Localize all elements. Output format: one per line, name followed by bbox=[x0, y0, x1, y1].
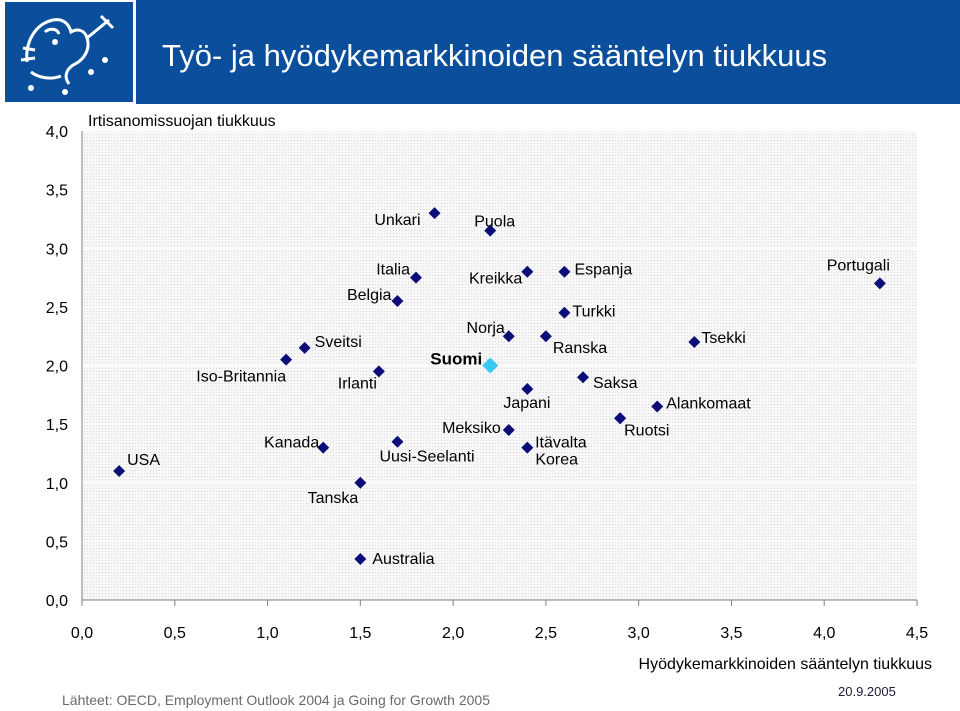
point-label-korea: Korea bbox=[535, 452, 578, 469]
x-tick-label: 0,0 bbox=[71, 625, 93, 642]
point-label-espanja: Espanja bbox=[574, 262, 632, 279]
point-label-ranska: Ranska bbox=[553, 340, 607, 357]
point-australia bbox=[354, 552, 367, 565]
y-tick-label: 2,0 bbox=[46, 359, 68, 376]
x-tick-label: 4,5 bbox=[906, 625, 928, 642]
point-italia bbox=[410, 271, 422, 284]
point-meksiko bbox=[502, 423, 515, 436]
point-turkki bbox=[558, 306, 571, 319]
point-label-suomi: Suomi bbox=[430, 350, 482, 369]
date-label: 20.9.2005 bbox=[838, 684, 896, 699]
point-suomi bbox=[482, 357, 499, 374]
point-label-puola: Puola bbox=[474, 214, 515, 231]
y-axis-label: Irtisanomissuojan tiukkuus bbox=[88, 113, 276, 130]
point-tsekki bbox=[688, 336, 701, 349]
x-tick-label: 4,0 bbox=[813, 625, 835, 642]
y-tick-label: 1,5 bbox=[46, 417, 68, 434]
header: Työ- ja hyödykemarkkinoiden sääntelyn ti… bbox=[0, 0, 960, 104]
point-sveitsi bbox=[298, 341, 311, 354]
point-label-belgia: Belgia bbox=[347, 287, 392, 304]
point-kanada bbox=[317, 441, 330, 454]
point-korea bbox=[521, 441, 534, 454]
point-ranska bbox=[539, 330, 552, 343]
y-tick-label: 2,5 bbox=[46, 300, 68, 317]
point-tanska bbox=[354, 476, 367, 489]
point-label-norja: Norja bbox=[467, 320, 505, 337]
title-band: Työ- ja hyödykemarkkinoiden sääntelyn ti… bbox=[136, 0, 960, 104]
point-saksa bbox=[577, 371, 589, 384]
point-label-meksiko: Meksiko bbox=[442, 420, 501, 437]
point-label-italia: Italia bbox=[376, 262, 410, 279]
point-kreikka bbox=[521, 265, 534, 278]
point-label-uusi-seelanti: Uusi-Seelanti bbox=[379, 449, 474, 466]
point-espanja bbox=[558, 265, 571, 278]
point-usa bbox=[113, 465, 126, 478]
y-tick-label: 1,0 bbox=[46, 476, 68, 493]
point-label-alankomaat: Alankomaat bbox=[666, 396, 751, 413]
data-points bbox=[113, 207, 886, 565]
point-label-kanada: Kanada bbox=[264, 435, 319, 452]
point-label-turkki: Turkki bbox=[572, 304, 615, 321]
page-title: Työ- ja hyödykemarkkinoiden sääntelyn ti… bbox=[162, 38, 828, 73]
x-tick-label: 1,0 bbox=[256, 625, 278, 642]
point-label-portugali: Portugali bbox=[827, 257, 890, 274]
point-ruotsi bbox=[614, 412, 627, 425]
point-labels: USA Kanada Tanska Uusi-Seelanti Iso-Britanni… bbox=[127, 212, 890, 568]
point-belgia bbox=[391, 295, 404, 308]
x-tick-label: 3,5 bbox=[720, 625, 742, 642]
scatter-chart: 0,0 0,5 1,0 1,5 2,0 2,5 3,0 3,5 4,0 0,0 0,5 1,0 1,5 2… bbox=[46, 113, 932, 673]
point-unkari bbox=[428, 207, 441, 220]
point-uusi-seelanti bbox=[391, 435, 404, 448]
x-tick-label: 0,5 bbox=[164, 625, 186, 642]
point-norja bbox=[502, 330, 515, 343]
x-tick-label: 2,0 bbox=[442, 625, 464, 642]
point-label-australia: Australia bbox=[372, 551, 434, 568]
point-label-usa: USA bbox=[127, 452, 160, 469]
y-tick-label: 3,0 bbox=[46, 241, 68, 258]
point-label-sveitsi: Sveitsi bbox=[315, 334, 362, 351]
source-note: Lähteet: OECD, Employment Outlook 2004 j… bbox=[62, 692, 491, 708]
point-japani bbox=[521, 382, 534, 395]
x-tick-label: 1,5 bbox=[349, 625, 371, 642]
point-alankomaat bbox=[651, 400, 664, 413]
point-label-irlanti: Irlanti bbox=[338, 375, 377, 392]
x-tick-label: 2,5 bbox=[535, 625, 557, 642]
logo-box bbox=[5, 2, 133, 102]
point-puola bbox=[484, 224, 497, 237]
axes: 0,0 0,5 1,0 1,5 2,0 2,5 3,0 3,5 4,0 0,0 0,5 1,0 1,5 2… bbox=[46, 124, 928, 642]
point-label-japani: Japani bbox=[503, 395, 550, 412]
point-portugali bbox=[873, 277, 886, 290]
point-label-itävalta: Itävalta bbox=[535, 434, 587, 451]
point-label-unkari: Unkari bbox=[374, 212, 420, 229]
y-tick-label: 4,0 bbox=[46, 124, 68, 141]
y-tick-label: 0,5 bbox=[46, 534, 68, 551]
point-label-iso-britannia: Iso-Britannia bbox=[196, 369, 286, 386]
y-tick-label: 3,5 bbox=[46, 183, 68, 200]
point-label-ruotsi: Ruotsi bbox=[624, 422, 669, 439]
point-label-saksa: Saksa bbox=[593, 375, 638, 392]
x-axis-label: Hyödykemarkkinoiden sääntelyn tiukkuus bbox=[639, 656, 932, 673]
point-iso-britannia bbox=[280, 353, 293, 366]
point-label-tsekki: Tsekki bbox=[701, 330, 745, 347]
point-label-tanska: Tanska bbox=[308, 490, 359, 507]
grid-lines bbox=[82, 130, 917, 542]
y-tick-label: 0,0 bbox=[46, 593, 68, 610]
finnish-lion-coat-of-arms-icon bbox=[20, 14, 115, 95]
point-irlanti bbox=[372, 365, 385, 378]
point-label-kreikka: Kreikka bbox=[469, 271, 522, 288]
x-tick-label: 3,0 bbox=[628, 625, 650, 642]
